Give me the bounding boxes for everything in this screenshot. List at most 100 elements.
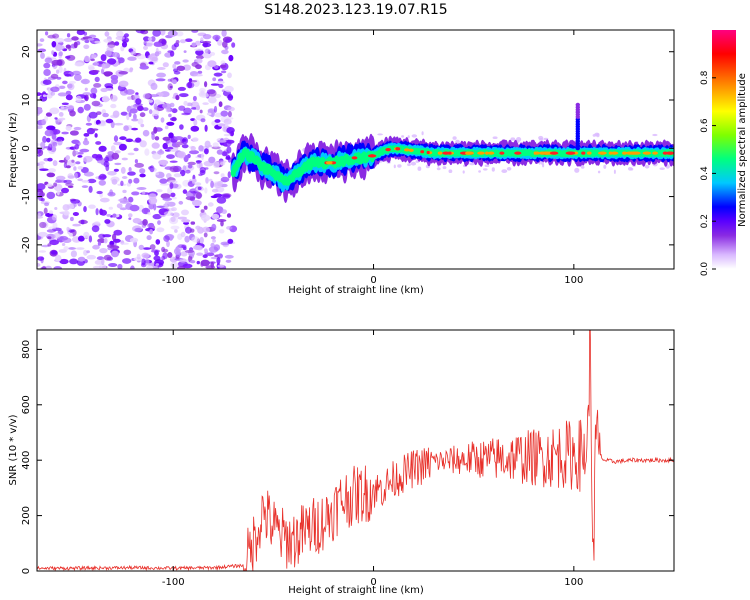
noise-blob [86,250,90,254]
noise-blob [127,96,132,100]
noise-blob [148,197,158,205]
noise-blob [62,80,68,85]
noise-blob [65,182,74,187]
noise-blob [100,209,107,216]
noise-blob [184,249,195,253]
trace-peak [408,148,414,152]
noise-blob [61,187,69,194]
noise-blob [153,103,158,110]
noise-blob [180,169,186,177]
noise-blob [45,212,54,218]
noise-blob [203,205,208,210]
noise-blob [217,160,227,163]
noise-blob [45,265,52,269]
noise-blob [142,129,150,137]
noise-blob [95,141,102,145]
trace-peak [598,151,607,155]
noise-blob [212,239,217,243]
halo-point [659,167,665,170]
colorbar-gradient [712,30,736,269]
noise-blob [51,214,58,221]
noise-blob [81,185,89,189]
colorbar-tick-label: 0.6 [700,118,710,133]
noise-blob [117,263,123,269]
noise-blob [200,259,210,267]
noise-blob [195,64,202,70]
noise-blob [217,39,223,46]
noise-blob [53,266,63,269]
noise-blob [125,89,135,95]
halo-point [501,169,508,174]
noise-blob [190,125,200,132]
noise-blob [139,65,149,70]
noise-blob [226,226,233,230]
trace-peak [437,151,443,155]
noise-blob [83,103,91,111]
noise-blob [208,96,217,104]
noise-blob [148,99,154,103]
noise-blob [165,201,170,205]
noise-blob [94,221,100,225]
noise-blob [81,167,89,174]
noise-blob [212,142,219,148]
noise-blob [73,126,82,131]
noise-blob [63,210,70,216]
halo-point [452,136,457,140]
noise-blob [175,31,184,37]
noise-blob [77,106,84,114]
noise-blob [110,94,118,102]
noise-blob [40,52,45,59]
noise-blob [150,82,158,90]
noise-blob [191,30,199,33]
noise-blob [191,42,197,47]
trace-peak [447,151,452,155]
noise-blob [204,187,208,194]
noise-blob [50,86,60,93]
trace-peak [442,151,450,155]
noise-blob [75,95,82,102]
noise-blob [108,263,118,267]
noise-blob [156,72,167,78]
noise-blob [172,79,177,85]
noise-blob [137,105,144,111]
trace-peak [567,151,576,155]
noise-blob [73,166,77,171]
noise-blob [114,41,120,46]
noise-blob [101,175,107,179]
noise-blob [169,165,179,173]
noise-blob [102,234,112,238]
noise-blob [186,102,193,107]
ytick-label: 200 [21,506,32,525]
noise-blob [148,222,155,227]
noise-blob [59,258,69,265]
noise-blob [213,72,223,77]
noise-blob [41,265,47,269]
noise-blob [176,65,186,72]
noise-blob [208,89,217,97]
noise-blob [37,48,47,53]
spike-segment [575,102,580,107]
noise-blob [90,128,99,131]
noise-blob [155,172,160,176]
halo-point [644,164,650,169]
noise-blob [142,107,149,111]
noise-blob [68,232,73,237]
noise-blob [152,109,160,117]
halo-point [410,161,417,166]
noise-blob [166,240,170,248]
noise-blob [104,156,110,163]
noise-blob [189,150,199,155]
noise-blob [228,54,234,62]
noise-blob [220,173,225,178]
noise-blob [135,137,142,143]
noise-blob [216,257,221,265]
noise-blob [65,44,71,49]
colorbar-label: Normalized spectral amplitude [737,73,748,227]
noise-blob [65,104,75,110]
noise-blob [163,203,170,208]
noise-blob [46,172,56,178]
noise-blob [94,40,101,44]
noise-blob [112,233,117,241]
noise-blob [139,173,146,178]
noise-blob [219,64,227,69]
